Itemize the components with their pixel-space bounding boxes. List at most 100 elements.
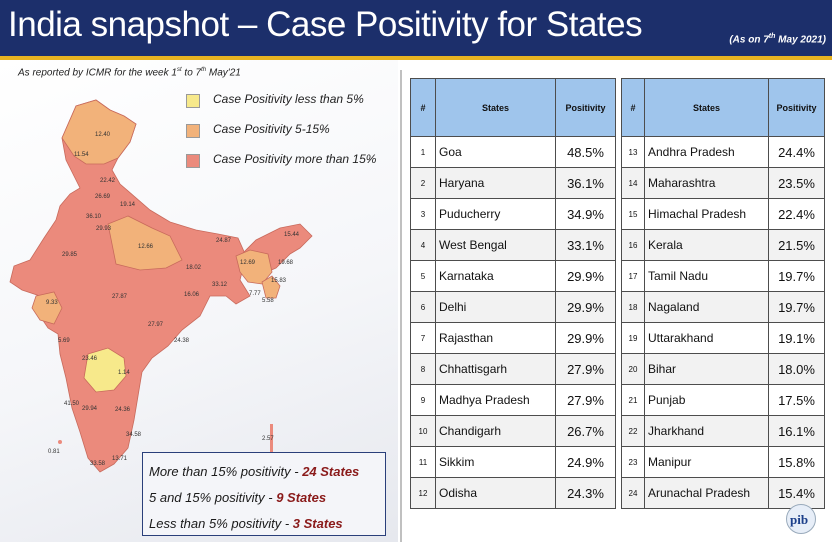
table-row: 21 Punjab 17.5% <box>621 384 825 416</box>
row-number: 17 <box>621 260 645 292</box>
row-positivity: 16.1% <box>768 415 825 447</box>
pib-logo: pib <box>782 502 826 540</box>
map-label: 26.69 <box>95 194 111 200</box>
row-number: 4 <box>410 229 436 261</box>
table-row: 22 Jharkhand 16.1% <box>621 415 825 447</box>
row-positivity: 22.4% <box>768 198 825 230</box>
row-positivity: 19.1% <box>768 322 825 354</box>
table-row: 15 Himachal Pradesh 22.4% <box>621 198 825 230</box>
map-label: 7.77 <box>249 291 261 297</box>
table-row: 16 Kerala 21.5% <box>621 229 825 261</box>
row-number: 18 <box>621 291 645 323</box>
row-number: 1 <box>410 136 436 168</box>
row-positivity: 33.1% <box>555 229 616 261</box>
row-positivity: 24.4% <box>768 136 825 168</box>
row-number: 10 <box>410 415 436 447</box>
map-label: 12.69 <box>240 260 256 266</box>
row-positivity: 36.1% <box>555 167 616 199</box>
map-label: 24.36 <box>115 407 131 413</box>
row-state: Goa <box>435 136 556 168</box>
row-number: 3 <box>410 198 436 230</box>
table-row: 24 Arunachal Pradesh 15.4% <box>621 477 825 509</box>
map-label: 11.54 <box>74 152 89 158</box>
row-number: 6 <box>410 291 436 323</box>
table-row: 13 Andhra Pradesh 24.4% <box>621 136 825 168</box>
row-state: Kerala <box>644 229 769 261</box>
map-label: 36.10 <box>86 214 102 220</box>
row-number: 16 <box>621 229 645 261</box>
india-map: 12.40 11.54 22.42 26.69 19.14 36.10 29.8… <box>0 60 398 542</box>
map-panel: 12.40 11.54 22.42 26.69 19.14 36.10 29.8… <box>0 60 398 542</box>
pib-logo-text: pib <box>790 512 809 527</box>
row-state: Jharkhand <box>644 415 769 447</box>
summary-line-high: More than 15% positivity - 24 States <box>149 464 360 479</box>
map-region-mid-e <box>261 275 281 299</box>
map-label: 33.58 <box>90 461 106 467</box>
legend-label: Case Positivity more than 15% <box>213 152 377 166</box>
source-note: As reported by ICMR for the week 1st to … <box>18 67 241 79</box>
row-state: Maharashtra <box>644 167 769 199</box>
col-header-num: # <box>621 78 645 137</box>
table-row: 20 Bihar 18.0% <box>621 353 825 385</box>
row-number: 21 <box>621 384 645 416</box>
legend-swatch-low <box>186 94 200 108</box>
table-row: 11 Sikkim 24.9% <box>410 446 616 478</box>
table-row: 19 Uttarakhand 19.1% <box>621 322 825 354</box>
table-row: 1 Goa 48.5% <box>410 136 616 168</box>
map-landmass-high <box>9 99 251 473</box>
row-state: Andhra Pradesh <box>644 136 769 168</box>
row-positivity: 48.5% <box>555 136 616 168</box>
map-label: 24.87 <box>216 238 232 244</box>
table-header-row: # States Positivity <box>410 78 616 137</box>
row-state: Uttarakhand <box>644 322 769 354</box>
row-number: 2 <box>410 167 436 199</box>
row-positivity: 21.5% <box>768 229 825 261</box>
row-positivity: 15.4% <box>768 477 825 509</box>
row-number: 22 <box>621 415 645 447</box>
map-label: 18.02 <box>186 265 202 271</box>
map-label: 41.50 <box>64 401 80 407</box>
map-label: 12.40 <box>95 132 111 138</box>
row-number: 23 <box>621 446 645 478</box>
map-label: 27.87 <box>112 294 128 300</box>
header-accent-stripe <box>0 56 832 60</box>
row-positivity: 19.7% <box>768 260 825 292</box>
table-header-row: # States Positivity <box>621 78 825 137</box>
col-header-state: States <box>435 78 556 137</box>
map-label: 33.12 <box>212 282 228 288</box>
map-label: 15.44 <box>284 232 300 238</box>
row-state: Tamil Nadu <box>644 260 769 292</box>
row-state: Rajasthan <box>435 322 556 354</box>
legend-label: Case Positivity less than 5% <box>213 92 364 106</box>
row-state: Nagaland <box>644 291 769 323</box>
map-label: 27.97 <box>148 322 164 328</box>
row-number: 19 <box>621 322 645 354</box>
col-header-positivity: Positivity <box>768 78 825 137</box>
legend-label: Case Positivity 5-15% <box>213 122 330 136</box>
map-region-low <box>83 347 127 393</box>
col-header-state: States <box>644 78 769 137</box>
table-row: 14 Maharashtra 23.5% <box>621 167 825 199</box>
row-number: 11 <box>410 446 436 478</box>
map-label: 34.58 <box>126 432 142 438</box>
row-positivity: 26.7% <box>555 415 616 447</box>
row-positivity: 18.0% <box>768 353 825 385</box>
map-region-mid-b <box>107 215 183 271</box>
row-number: 5 <box>410 260 436 292</box>
table-row: 7 Rajasthan 29.9% <box>410 322 616 354</box>
row-positivity: 24.3% <box>555 477 616 509</box>
map-label: 2.57 <box>262 436 274 442</box>
map-label: 5.69 <box>58 338 70 344</box>
positivity-table-left: # States Positivity 1 Goa 48.5% 2 Haryana 36.… <box>410 78 616 509</box>
row-state: Puducherry <box>435 198 556 230</box>
summary-box: More than 15% positivity - 24 States 5 a… <box>142 452 386 536</box>
row-number: 20 <box>621 353 645 385</box>
row-state: Odisha <box>435 477 556 509</box>
table-row: 9 Madhya Pradesh 27.9% <box>410 384 616 416</box>
map-label: 29.93 <box>96 226 112 232</box>
table-row: 2 Haryana 36.1% <box>410 167 616 199</box>
row-positivity: 27.9% <box>555 353 616 385</box>
as-on-date: (As on 7th May 2021) <box>729 33 826 46</box>
map-label: 19.14 <box>120 202 136 208</box>
row-positivity: 15.8% <box>768 446 825 478</box>
